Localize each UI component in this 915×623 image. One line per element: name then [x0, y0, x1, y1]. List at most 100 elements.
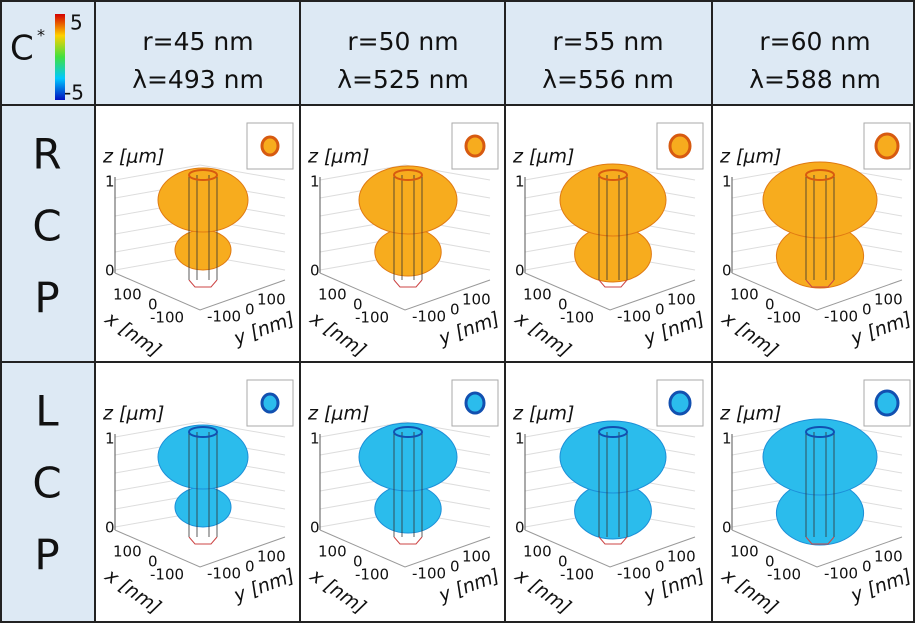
z-label: z [μm] — [719, 146, 781, 168]
z-label: z [μm] — [719, 403, 781, 425]
inset-ring — [876, 391, 898, 415]
y-tick: 0 — [862, 301, 872, 319]
y-tick: 100 — [462, 548, 491, 566]
z-tick: 0 — [515, 519, 525, 537]
z-label: z [μm] — [102, 403, 164, 425]
y-tick: 0 — [655, 558, 665, 576]
z-tick: 1 — [515, 430, 525, 448]
y-tick: 100 — [257, 548, 286, 566]
column-radius: r=45 nm — [142, 27, 253, 56]
z-label: z [μm] — [102, 146, 164, 168]
inset-ring — [670, 392, 690, 414]
upper-lobe — [763, 162, 877, 238]
z-tick: 0 — [722, 519, 732, 537]
x-tick: -100 — [355, 566, 389, 584]
y-tick: -100 — [824, 565, 858, 583]
inset-ring — [262, 137, 278, 155]
y-tick: -100 — [412, 308, 446, 326]
row-label: P — [34, 531, 59, 580]
x-tick: -100 — [767, 309, 801, 327]
z-tick: 0 — [310, 262, 320, 280]
column-radius: r=60 nm — [759, 27, 870, 56]
y-tick: 100 — [667, 548, 696, 566]
inset-ring — [466, 393, 484, 413]
y-tick: -100 — [824, 308, 858, 326]
lower-lobe — [375, 485, 441, 533]
column-wavelength: λ=556 nm — [542, 65, 674, 94]
column-radius: r=50 nm — [347, 27, 458, 56]
upper-lobe — [158, 168, 248, 232]
column-wavelength: λ=493 nm — [132, 65, 264, 94]
column-wavelength: λ=588 nm — [749, 65, 881, 94]
y-tick: 0 — [450, 301, 460, 319]
y-tick: 0 — [862, 558, 872, 576]
row-label: C — [32, 459, 61, 508]
z-tick: 1 — [722, 173, 732, 191]
y-tick: -100 — [617, 565, 651, 583]
y-tick: 100 — [874, 548, 903, 566]
z-tick: 0 — [515, 262, 525, 280]
x-tick: -100 — [150, 566, 184, 584]
z-label: z [μm] — [512, 146, 574, 168]
x-tick: -100 — [560, 566, 594, 584]
figure: C * 5 -5 r=45 nmλ=493 nmr=50 nmλ=525 nmr… — [0, 0, 915, 623]
z-label: z [μm] — [307, 403, 369, 425]
x-tick: -100 — [767, 566, 801, 584]
x-tick: 100 — [730, 543, 759, 561]
y-tick: -100 — [412, 565, 446, 583]
z-tick: 0 — [722, 262, 732, 280]
y-tick: -100 — [207, 308, 241, 326]
upper-lobe — [560, 421, 666, 493]
plot: z [μm]101000-100x [nm]-1000100y [nm] — [95, 105, 301, 362]
x-tick: 100 — [523, 543, 552, 561]
lower-lobe — [175, 230, 231, 270]
lower-lobe — [175, 487, 231, 527]
colorbar-min: -5 — [64, 81, 84, 105]
x-tick: 100 — [523, 286, 552, 304]
z-label: z [μm] — [512, 403, 574, 425]
z-tick: 1 — [310, 430, 320, 448]
x-tick: 100 — [113, 543, 142, 561]
y-tick: 100 — [874, 291, 903, 309]
upper-lobe — [359, 166, 457, 234]
z-tick: 1 — [310, 173, 320, 191]
inset-ring — [670, 135, 690, 157]
inset-ring — [262, 394, 278, 412]
upper-lobe — [763, 419, 877, 495]
z-tick: 1 — [722, 430, 732, 448]
row-label: C — [32, 202, 61, 251]
column-radius: r=55 nm — [552, 27, 663, 56]
y-tick: 0 — [655, 301, 665, 319]
x-tick: -100 — [355, 309, 389, 327]
y-tick: 100 — [667, 291, 696, 309]
colorbar-max: 5 — [70, 11, 83, 35]
z-tick: 0 — [105, 262, 115, 280]
x-tick: 100 — [113, 286, 142, 304]
inset-ring — [876, 134, 898, 158]
x-tick: 100 — [730, 286, 759, 304]
row-label: P — [34, 274, 59, 323]
colorbar-label: C — [10, 29, 34, 69]
z-tick: 0 — [105, 519, 115, 537]
plot: z [μm]101000-100x [nm]-1000100y [nm] — [712, 105, 915, 362]
y-tick: 100 — [257, 291, 286, 309]
y-tick: 0 — [450, 558, 460, 576]
column-wavelength: λ=525 nm — [337, 65, 469, 94]
inset-ring — [466, 136, 484, 156]
y-tick: 0 — [245, 301, 255, 319]
x-tick: -100 — [560, 309, 594, 327]
x-tick: -100 — [150, 309, 184, 327]
z-tick: 1 — [105, 173, 115, 191]
y-tick: -100 — [207, 565, 241, 583]
lower-lobe — [375, 228, 441, 276]
upper-lobe — [359, 423, 457, 491]
upper-lobe — [158, 425, 248, 489]
row-label: R — [32, 130, 61, 179]
x-tick: 100 — [318, 286, 347, 304]
z-tick: 1 — [515, 173, 525, 191]
y-tick: 0 — [245, 558, 255, 576]
